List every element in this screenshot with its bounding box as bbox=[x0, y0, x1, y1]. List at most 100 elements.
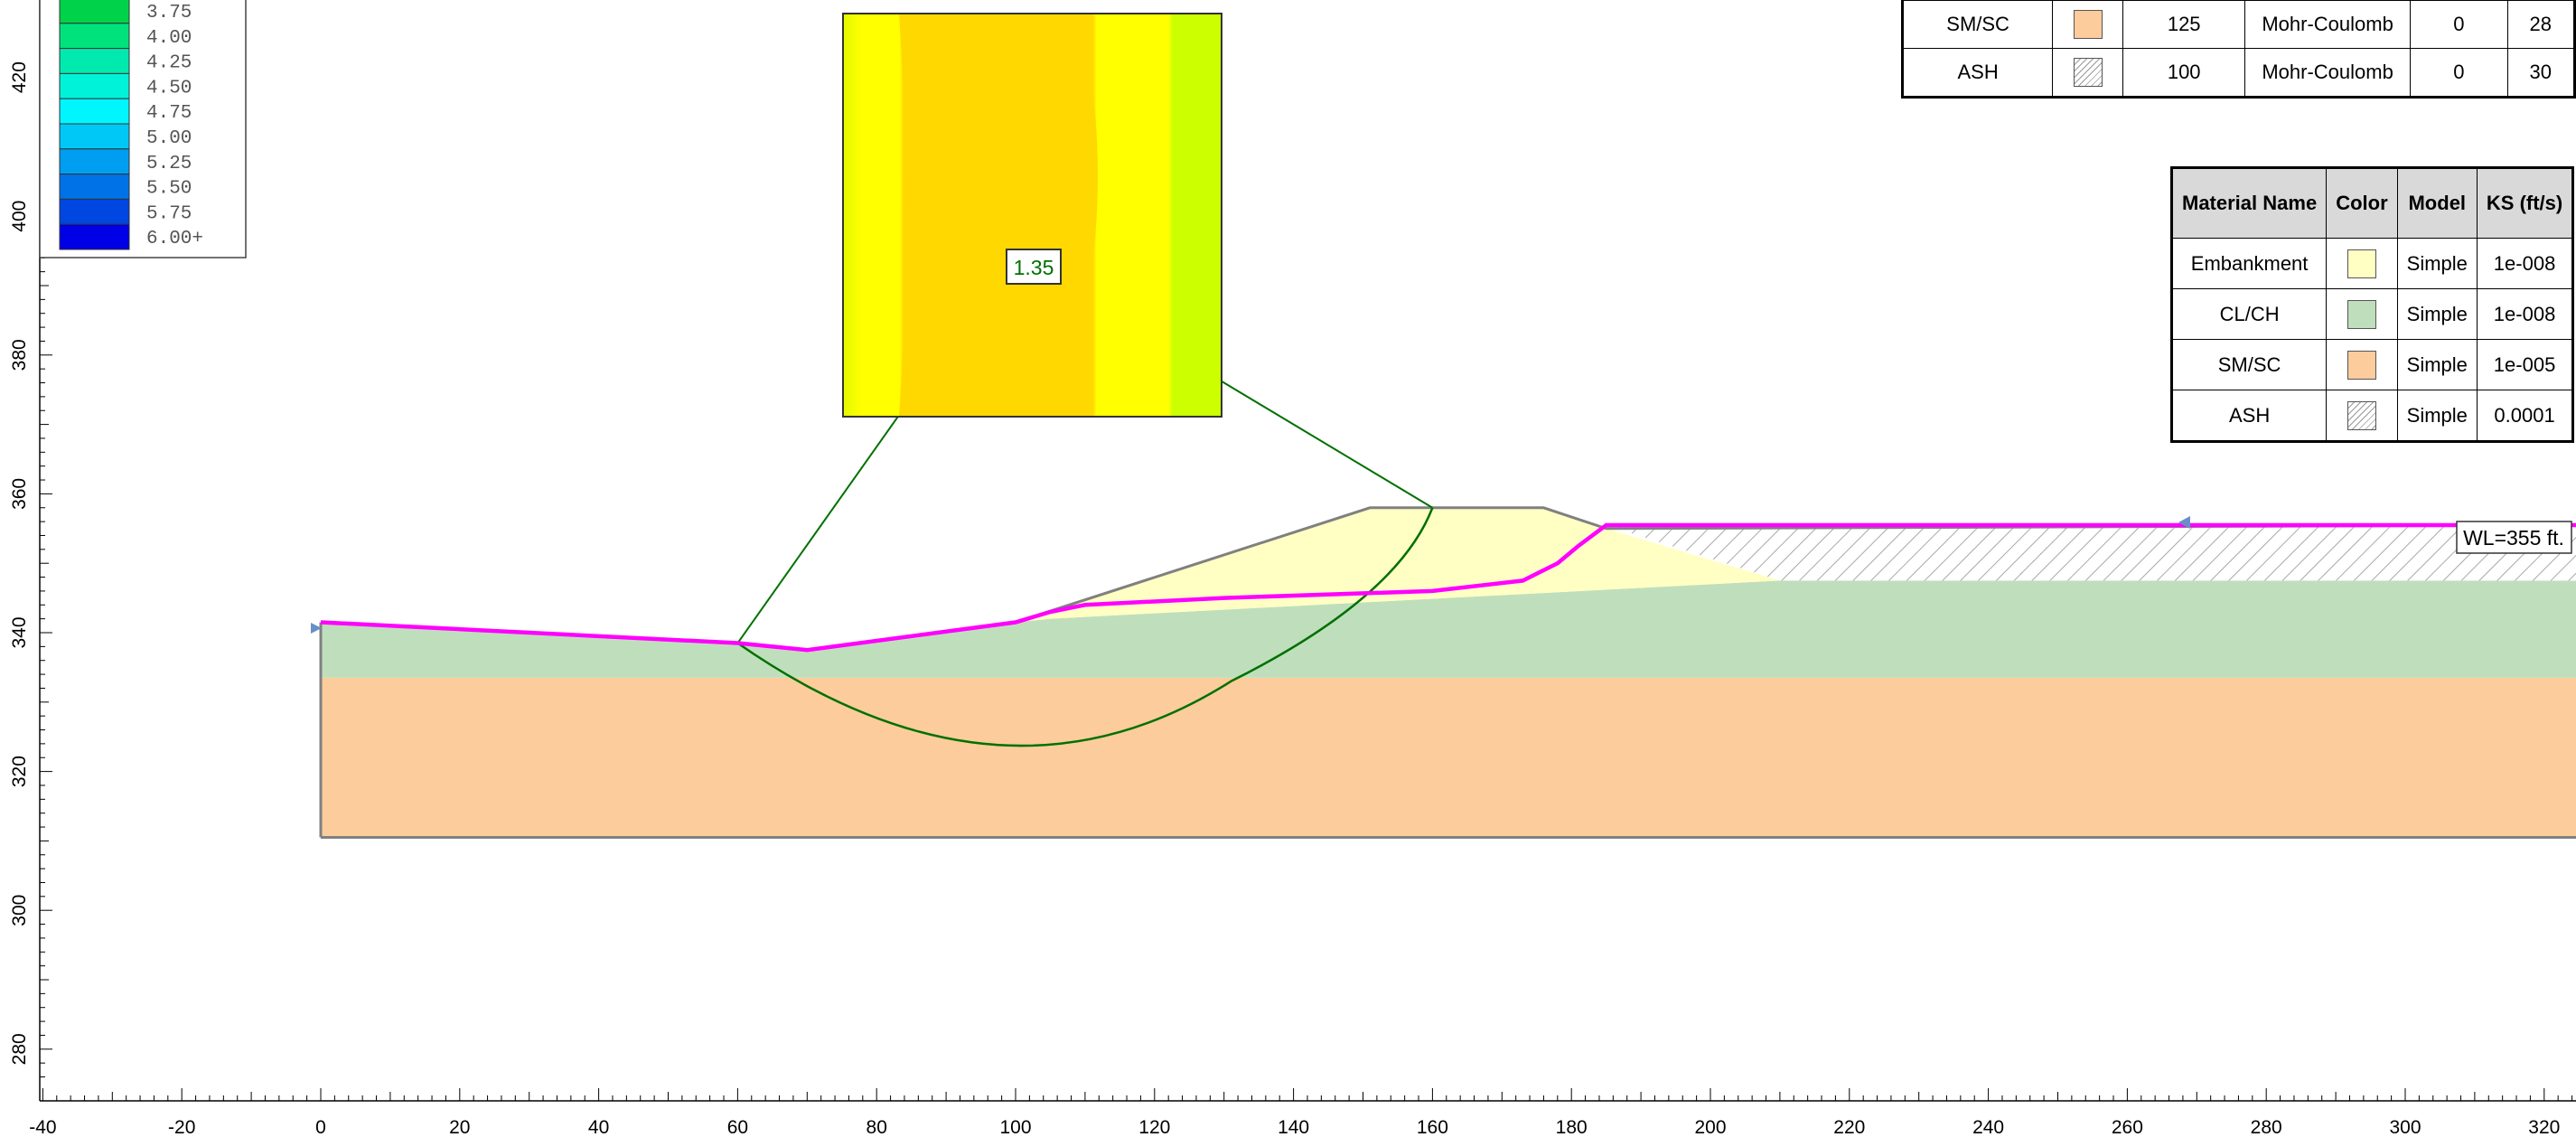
perm-cell: Simple bbox=[2396, 339, 2478, 390]
x-axis-minor-ticks bbox=[42, 1088, 2573, 1101]
x-tick-label: 140 bbox=[1278, 1117, 1309, 1137]
perm-cell: ASH bbox=[2170, 390, 2328, 442]
x-tick-label: 200 bbox=[1694, 1117, 1726, 1137]
y-tick-label: 420 bbox=[9, 61, 30, 93]
strength-cell: 125 bbox=[2122, 0, 2245, 49]
x-tick-label: 40 bbox=[588, 1117, 609, 1137]
water-level-label: WL=355 ft. bbox=[2463, 526, 2564, 550]
legend-swatch bbox=[59, 72, 130, 99]
legend-label: 4.75 bbox=[146, 103, 192, 124]
perm-cell: Embankment bbox=[2170, 238, 2328, 289]
strength-cell: 0 bbox=[2410, 48, 2508, 98]
perm-cell: 0.0001 bbox=[2476, 390, 2574, 442]
x-tick-label: 180 bbox=[1556, 1117, 1588, 1137]
soil-layers bbox=[321, 507, 2576, 838]
color-swatch bbox=[2347, 299, 2376, 329]
strength-cell: Mohr-Coulomb bbox=[2243, 0, 2412, 49]
color-swatch bbox=[2073, 10, 2103, 39]
x-tick-label: 280 bbox=[2251, 1117, 2282, 1137]
strength-cell: 0 bbox=[2410, 0, 2508, 49]
x-tick-label: 300 bbox=[2389, 1117, 2421, 1137]
factor-of-safety-value: 1.35 bbox=[1014, 256, 1054, 279]
legend-swatch bbox=[59, 123, 130, 150]
y-axis-tick-labels: 280 300 320 340 360 380 400 420 bbox=[9, 61, 30, 1065]
perm-table-header: Color bbox=[2326, 167, 2398, 239]
strength-cell: SM/SC bbox=[1901, 0, 2054, 49]
legend-label: 6.00+ bbox=[146, 229, 203, 249]
strength-cell: 100 bbox=[2122, 48, 2245, 98]
perm-table-header: KS (ft/s) bbox=[2476, 167, 2574, 239]
x-tick-label: 120 bbox=[1138, 1117, 1170, 1137]
strength-cell: 28 bbox=[2506, 0, 2576, 49]
perm-table-row: Embankment Simple 1e-008 bbox=[2170, 238, 2574, 289]
perm-table-header: Model bbox=[2396, 167, 2478, 239]
slip-center-grid[interactable] bbox=[842, 13, 1222, 418]
safety-factor-legend: 3.75 4.00 4.25 4.50 4.75 5.00 5.25 5.50 5.75 6.00… bbox=[39, 0, 247, 258]
y-tick-label: 400 bbox=[9, 201, 30, 232]
legend-swatch bbox=[59, 148, 130, 175]
perm-table-row: ASH Simple 0.0001 bbox=[2170, 390, 2574, 442]
sand-layer bbox=[321, 677, 2576, 838]
strength-material-table: SM/SC 125 Mohr-Coulomb 0 28 ASH 100 Mohr-Coulom… bbox=[1901, 0, 2576, 99]
perm-table-row: SM/SC Simple 1e-005 bbox=[2170, 339, 2574, 390]
x-tick-label: 220 bbox=[1833, 1117, 1865, 1137]
legend-swatch bbox=[59, 23, 130, 50]
ash-layer bbox=[1606, 525, 2576, 581]
color-swatch bbox=[2347, 249, 2376, 278]
x-tick-label: -20 bbox=[168, 1117, 195, 1137]
legend-label: 5.50 bbox=[146, 179, 192, 200]
perm-cell: Simple bbox=[2396, 288, 2478, 340]
legend-swatch bbox=[59, 174, 130, 200]
x-axis-tick-labels: -40 -20 0 20 40 60 80 100 120 140 160 180 200 220 240 2… bbox=[29, 1117, 2560, 1137]
legend-swatch bbox=[59, 0, 130, 24]
perm-cell: CL/CH bbox=[2170, 288, 2328, 340]
color-swatch bbox=[2347, 350, 2376, 380]
strength-table-row: SM/SC 125 Mohr-Coulomb 0 28 bbox=[1901, 0, 2576, 49]
x-tick-label: -40 bbox=[29, 1117, 56, 1137]
strength-cell: 30 bbox=[2506, 48, 2576, 98]
clay-layer bbox=[321, 580, 2576, 678]
y-tick-label: 280 bbox=[9, 1033, 30, 1065]
legend-label: 5.25 bbox=[146, 154, 192, 174]
strength-cell: ASH bbox=[1901, 48, 2054, 98]
x-tick-label: 80 bbox=[866, 1117, 887, 1137]
perm-table-row: CL/CH Simple 1e-008 bbox=[2170, 288, 2574, 340]
perm-cell: SM/SC bbox=[2170, 339, 2328, 390]
legend-label: 4.25 bbox=[146, 53, 192, 74]
legend-label: 3.75 bbox=[146, 3, 192, 23]
perm-cell: Simple bbox=[2396, 238, 2478, 289]
color-swatch bbox=[2347, 400, 2376, 430]
x-tick-label: 100 bbox=[999, 1117, 1031, 1137]
x-tick-label: 260 bbox=[2112, 1117, 2143, 1137]
perm-table-header: Material Name bbox=[2170, 167, 2328, 239]
y-tick-label: 340 bbox=[9, 616, 30, 648]
strength-cell: Mohr-Coulomb bbox=[2243, 48, 2412, 98]
axes: -40 -20 0 20 40 60 80 100 120 140 160 180 200 220 240 2… bbox=[9, 0, 2576, 1137]
y-tick-label: 360 bbox=[9, 478, 30, 510]
x-tick-label: 160 bbox=[1417, 1117, 1448, 1137]
legend-swatch bbox=[59, 48, 130, 74]
legend-swatch bbox=[59, 98, 130, 125]
permeability-material-table: Material Name Color Model KS (ft/s) Embankm… bbox=[2170, 166, 2575, 443]
legend-label: 4.50 bbox=[146, 78, 192, 99]
legend-swatch bbox=[59, 223, 130, 250]
y-tick-label: 380 bbox=[9, 339, 30, 371]
factor-of-safety-label[interactable]: 1.35 bbox=[1006, 249, 1062, 285]
water-level-marker[interactable]: WL=355 ft. bbox=[311, 516, 2572, 634]
water-table-line[interactable] bbox=[320, 522, 2576, 653]
perm-cell: 1e-008 bbox=[2476, 238, 2574, 289]
legend-label: 5.00 bbox=[146, 128, 192, 149]
x-tick-label: 240 bbox=[1972, 1117, 2004, 1137]
x-tick-label: 60 bbox=[727, 1117, 748, 1137]
perm-cell: Simple bbox=[2396, 390, 2478, 442]
x-tick-label: 320 bbox=[2528, 1117, 2560, 1137]
strength-table-row: ASH 100 Mohr-Coulomb 0 30 bbox=[1901, 48, 2576, 98]
y-tick-label: 300 bbox=[9, 895, 30, 926]
perm-cell: 1e-008 bbox=[2476, 288, 2574, 340]
x-tick-label: 0 bbox=[315, 1117, 326, 1137]
perm-cell: 1e-005 bbox=[2476, 339, 2574, 390]
x-tick-label: 20 bbox=[449, 1117, 470, 1137]
legend-label: 5.75 bbox=[146, 203, 192, 224]
slip-surface-arc[interactable] bbox=[736, 507, 1434, 747]
